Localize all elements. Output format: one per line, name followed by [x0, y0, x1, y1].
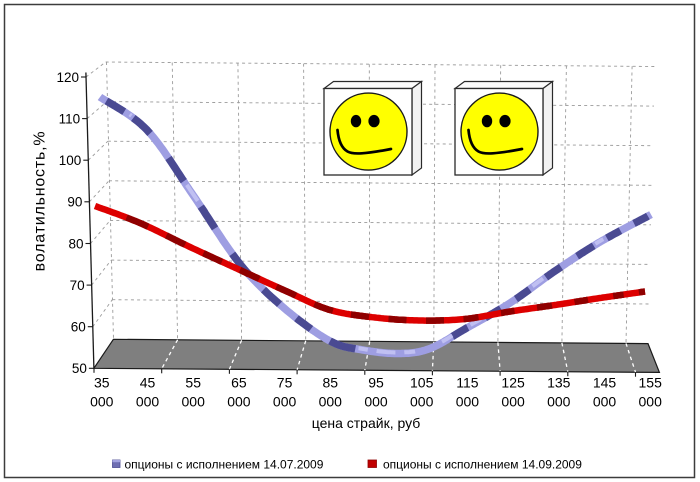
- svg-text:000: 000: [456, 394, 480, 410]
- svg-text:60: 60: [71, 320, 86, 335]
- svg-text:000: 000: [136, 394, 160, 410]
- svg-text:100: 100: [59, 153, 82, 168]
- svg-text:000: 000: [639, 394, 663, 410]
- svg-text:105: 105: [410, 375, 434, 391]
- svg-text:опционы с исполнением 14.09.20: опционы с исполнением 14.09.2009: [383, 457, 582, 471]
- svg-text:80: 80: [68, 236, 83, 251]
- svg-text:45: 45: [140, 375, 156, 391]
- svg-text:000: 000: [364, 394, 388, 410]
- svg-text:65: 65: [231, 375, 247, 391]
- svg-text:000: 000: [501, 394, 525, 410]
- svg-text:90: 90: [67, 195, 82, 210]
- svg-text:155: 155: [639, 375, 663, 391]
- svg-text:000: 000: [182, 394, 206, 410]
- svg-text:000: 000: [227, 394, 251, 410]
- svg-text:000: 000: [319, 394, 343, 410]
- svg-text:000: 000: [90, 394, 114, 410]
- svg-text:95: 95: [368, 375, 384, 391]
- svg-text:120: 120: [56, 70, 79, 85]
- svg-text:70: 70: [70, 278, 85, 293]
- svg-text:55: 55: [185, 375, 201, 391]
- svg-text:цена страйк, руб: цена страйк, руб: [312, 415, 421, 431]
- svg-text:135: 135: [547, 375, 571, 391]
- svg-text:125: 125: [501, 375, 525, 391]
- svg-text:115: 115: [456, 375, 479, 391]
- svg-text:35: 35: [94, 375, 110, 391]
- svg-text:опционы с исполнением 14.07.20: опционы с исполнением 14.07.2009: [125, 457, 324, 471]
- svg-text:75: 75: [277, 375, 293, 391]
- svg-text:000: 000: [547, 394, 571, 410]
- svg-text:000: 000: [593, 394, 617, 410]
- svg-text:волатильность,%: волатильность,%: [32, 131, 49, 272]
- svg-text:145: 145: [593, 375, 617, 391]
- svg-text:50: 50: [72, 361, 87, 376]
- svg-text:110: 110: [59, 111, 81, 126]
- svg-text:000: 000: [273, 394, 297, 410]
- svg-text:000: 000: [410, 394, 434, 410]
- svg-text:85: 85: [323, 375, 339, 391]
